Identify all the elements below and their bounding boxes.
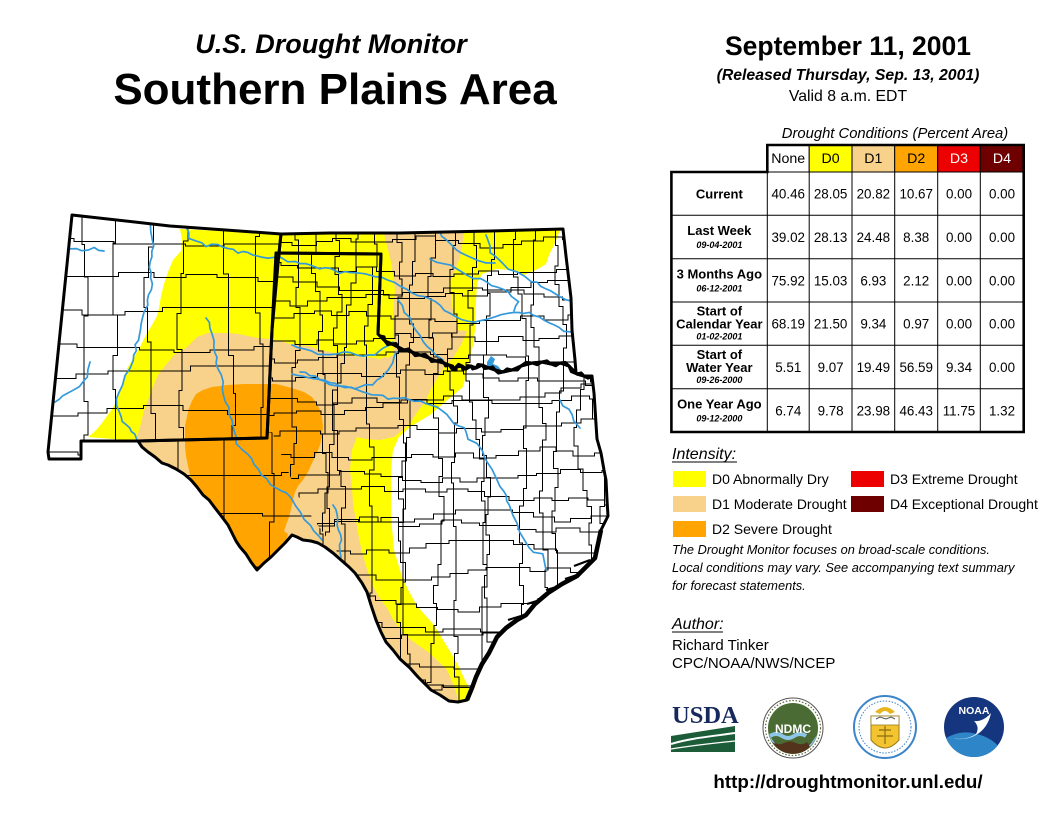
svg-text:NOAA: NOAA (959, 705, 990, 717)
svg-text:46.43: 46.43 (899, 403, 933, 418)
svg-text:(Released Thursday, Sep. 13, 2: (Released Thursday, Sep. 13, 2001) (717, 67, 980, 84)
svg-text:Water Year: Water Year (686, 360, 753, 375)
svg-text:5.51: 5.51 (775, 360, 801, 375)
svg-text:3 Months Ago: 3 Months Ago (677, 266, 763, 281)
svg-text:Start of: Start of (697, 304, 743, 319)
svg-text:15.03: 15.03 (814, 273, 848, 288)
svg-text:D0: D0 (822, 151, 840, 167)
svg-text:D1: D1 (864, 151, 882, 167)
svg-text:USDA: USDA (672, 702, 739, 729)
svg-text:0.00: 0.00 (989, 187, 1015, 202)
svg-text:68.19: 68.19 (771, 317, 805, 332)
svg-text:6.74: 6.74 (775, 403, 802, 418)
svg-text:24.48: 24.48 (857, 230, 891, 245)
svg-text:The Drought Monitor focuses on: The Drought Monitor focuses on broad-sca… (672, 542, 990, 557)
svg-text:Intensity:: Intensity: (672, 446, 736, 463)
svg-text:75.92: 75.92 (771, 273, 805, 288)
svg-text:0.00: 0.00 (989, 230, 1015, 245)
svg-text:6.93: 6.93 (860, 273, 886, 288)
svg-text:06-12-2001: 06-12-2001 (696, 283, 742, 293)
svg-text:Richard Tinker: Richard Tinker (672, 637, 769, 654)
svg-text:0.00: 0.00 (989, 360, 1015, 375)
svg-text:0.00: 0.00 (946, 230, 972, 245)
svg-text:for forecast statements.: for forecast statements. (672, 578, 806, 593)
svg-text:9.34: 9.34 (946, 360, 973, 375)
svg-text:CPC/NOAA/NWS/NCEP: CPC/NOAA/NWS/NCEP (672, 655, 835, 672)
svg-text:D3: D3 (950, 151, 968, 167)
svg-text:0.00: 0.00 (946, 273, 972, 288)
svg-text:September 11, 2001: September 11, 2001 (725, 31, 971, 61)
svg-text:None: None (771, 151, 805, 167)
svg-text:28.13: 28.13 (814, 230, 848, 245)
svg-text:0.00: 0.00 (989, 273, 1015, 288)
svg-text:D2 Severe Drought: D2 Severe Drought (712, 521, 832, 537)
svg-text:D1 Moderate Drought: D1 Moderate Drought (712, 496, 847, 512)
svg-text:D4 Exceptional Drought: D4 Exceptional Drought (890, 496, 1038, 512)
svg-text:D2: D2 (907, 151, 925, 167)
svg-text:2.12: 2.12 (903, 273, 929, 288)
svg-text:One Year Ago: One Year Ago (677, 396, 762, 411)
svg-text:9.07: 9.07 (818, 360, 844, 375)
svg-text:9.34: 9.34 (860, 317, 887, 332)
svg-text:09-12-2000: 09-12-2000 (696, 413, 742, 423)
svg-text:0.97: 0.97 (903, 317, 929, 332)
svg-text:D3 Extreme Drought: D3 Extreme Drought (890, 471, 1018, 487)
svg-text:40.46: 40.46 (771, 187, 805, 202)
svg-text:20.82: 20.82 (857, 187, 891, 202)
svg-text:Local conditions may vary. See: Local conditions may vary. See accompany… (672, 560, 1016, 575)
svg-text:19.49: 19.49 (857, 360, 891, 375)
svg-text:Last Week: Last Week (687, 223, 752, 238)
svg-text:0.00: 0.00 (989, 317, 1015, 332)
svg-text:http://droughtmonitor.unl.edu/: http://droughtmonitor.unl.edu/ (713, 771, 983, 792)
svg-text:39.02: 39.02 (771, 230, 805, 245)
svg-text:23.98: 23.98 (857, 403, 891, 418)
svg-text:Valid 8 a.m. EDT: Valid 8 a.m. EDT (789, 88, 908, 105)
svg-text:09-04-2001: 09-04-2001 (696, 240, 742, 250)
svg-text:10.67: 10.67 (899, 187, 933, 202)
svg-text:Start of: Start of (697, 347, 743, 362)
svg-text:U.S. Drought Monitor: U.S. Drought Monitor (195, 29, 468, 59)
svg-text:11.75: 11.75 (943, 403, 976, 418)
svg-text:Current: Current (696, 187, 744, 202)
svg-text:D0 Abnormally Dry: D0 Abnormally Dry (712, 471, 829, 487)
svg-text:8.38: 8.38 (903, 230, 929, 245)
svg-text:Author:: Author: (671, 616, 724, 633)
svg-text:9.78: 9.78 (818, 403, 844, 418)
svg-text:Calendar Year: Calendar Year (676, 317, 762, 332)
svg-text:NDMC: NDMC (775, 722, 811, 736)
svg-text:21.50: 21.50 (814, 317, 848, 332)
svg-text:01-02-2001: 01-02-2001 (696, 332, 742, 342)
svg-text:Southern Plains Area: Southern Plains Area (113, 65, 557, 114)
svg-text:09-26-2000: 09-26-2000 (696, 375, 742, 385)
svg-text:0.00: 0.00 (946, 187, 972, 202)
svg-text:1.32: 1.32 (989, 403, 1015, 418)
svg-text:0.00: 0.00 (946, 317, 972, 332)
svg-text:56.59: 56.59 (899, 360, 933, 375)
svg-text:D4: D4 (993, 151, 1011, 167)
svg-text:28.05: 28.05 (814, 187, 848, 202)
svg-text:Drought Conditions (Percent Ar: Drought Conditions (Percent Area) (782, 126, 1009, 142)
